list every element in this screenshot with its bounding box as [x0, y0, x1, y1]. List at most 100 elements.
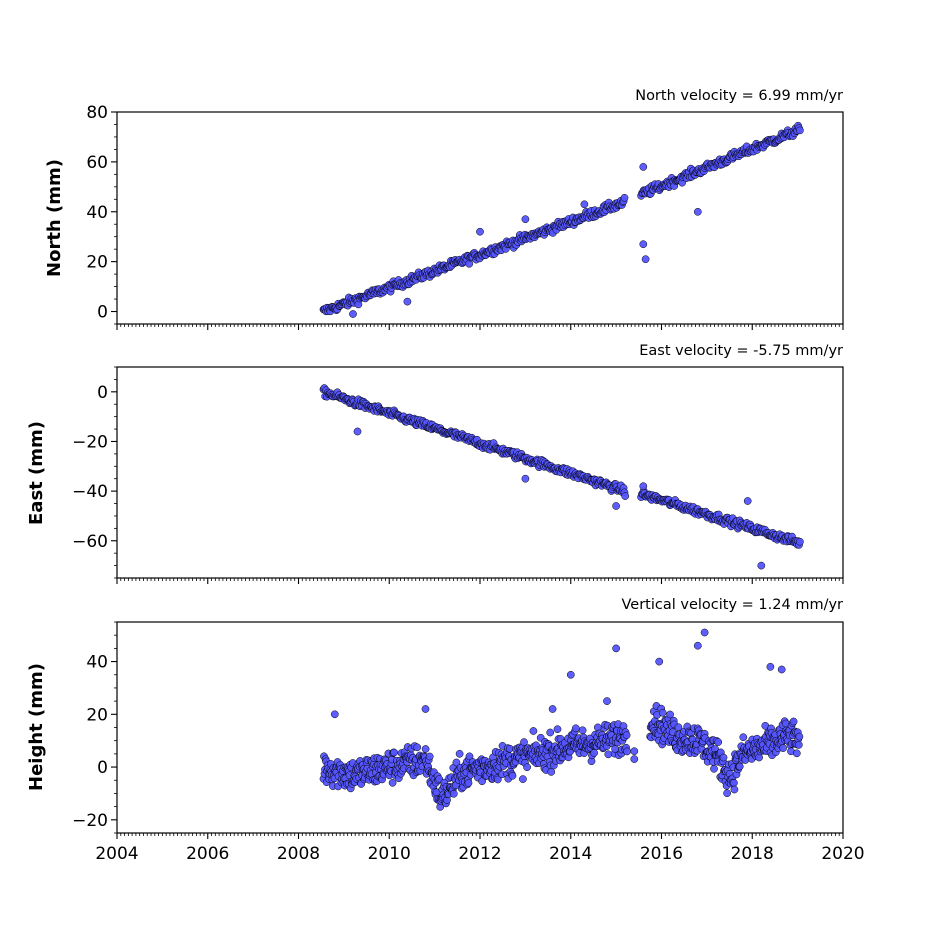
data-points	[319, 628, 804, 811]
data-point	[792, 749, 801, 758]
data-point	[508, 771, 517, 780]
data-point	[425, 752, 434, 761]
y-tick-label: 80	[86, 103, 108, 123]
data-point	[547, 768, 556, 776]
y-tick-label: −20	[72, 432, 108, 452]
data-point	[349, 310, 357, 318]
data-point	[743, 497, 752, 505]
data-point	[413, 743, 422, 752]
y-tick-label: 20	[86, 253, 108, 273]
data-point	[611, 745, 619, 753]
x-tick-label: 2016	[640, 844, 683, 864]
data-point	[571, 724, 580, 733]
data-point	[476, 227, 484, 236]
data-point	[639, 240, 648, 249]
data-point	[330, 710, 339, 719]
data-point	[639, 482, 648, 491]
data-point	[521, 474, 530, 483]
data-point	[578, 726, 587, 735]
data-point	[388, 778, 397, 787]
data-point	[353, 427, 362, 436]
data-point	[529, 727, 538, 735]
data-point	[789, 717, 798, 726]
data-point	[730, 785, 739, 794]
east-axis-label: East (mm)	[26, 421, 47, 525]
y-tick-label: 40	[86, 653, 108, 673]
north-panel: North velocity = 6.99 mm/yr 0 20 40 60 80 No…	[44, 88, 844, 330]
data-point	[777, 665, 786, 674]
data-point	[521, 215, 530, 224]
y-tick-label: −20	[72, 811, 108, 831]
data-point	[403, 297, 412, 306]
data-point	[464, 779, 473, 787]
vertical-velocity-title: Vertical velocity = 1.24 mm/yr	[622, 597, 844, 613]
data-point	[390, 748, 398, 757]
data-point	[693, 641, 702, 650]
data-point	[723, 789, 731, 798]
y-tick-label: 0	[97, 758, 108, 778]
data-points	[319, 121, 804, 318]
data-point	[658, 708, 667, 717]
data-point	[493, 775, 502, 784]
data-point	[719, 753, 728, 762]
data-point	[449, 789, 458, 798]
x-tick-label: 2006	[186, 844, 229, 864]
north-scatter-area	[319, 121, 804, 318]
height-panel: Vertical velocity = 1.24 mm/yr 2004 2006 2…	[26, 597, 865, 864]
north-axes: 0 20 40 60 80	[86, 103, 844, 330]
data-point	[548, 705, 557, 713]
x-tick-label: 2014	[549, 844, 592, 864]
data-point	[520, 738, 528, 746]
data-point	[655, 657, 664, 666]
x-tick-label: 2020	[821, 844, 864, 864]
y-tick-label: −60	[72, 532, 108, 552]
data-point	[735, 762, 744, 771]
data-point	[523, 763, 531, 772]
data-point	[700, 628, 709, 637]
data-point	[666, 710, 674, 719]
east-panel: East velocity = -5.75 mm/yr −60 −40 −20 0 E…	[26, 343, 844, 584]
data-point	[630, 755, 639, 763]
data-point	[620, 193, 629, 202]
x-tick-label: 2010	[368, 844, 411, 864]
data-point	[796, 537, 804, 546]
data-point	[641, 255, 650, 264]
data-point	[622, 731, 631, 740]
data-points	[319, 384, 804, 570]
data-point	[714, 738, 723, 746]
data-point	[553, 725, 562, 734]
data-point	[455, 749, 464, 758]
data-point	[757, 561, 766, 570]
data-point	[590, 749, 598, 757]
data-point	[794, 741, 803, 749]
east-axes: −60 −40 −20 0	[72, 366, 844, 584]
x-tick-label: 2018	[731, 844, 774, 864]
data-point	[779, 744, 787, 752]
data-point	[421, 705, 430, 713]
data-point	[603, 697, 611, 705]
data-point	[612, 644, 620, 653]
x-tick-label: 2012	[458, 844, 501, 864]
data-point	[546, 728, 555, 737]
x-tick-label: 2008	[277, 844, 320, 864]
x-tick-label: 2004	[95, 844, 138, 864]
data-point	[730, 779, 738, 787]
y-tick-label: 20	[86, 705, 108, 725]
height-axis-label: Height (mm)	[26, 663, 47, 791]
data-point	[639, 163, 648, 171]
data-point	[795, 732, 804, 741]
height-axes: 2004 2006 2008 2010 2012 2014 2016 2018 2020 −20 0…	[72, 621, 865, 864]
height-scatter-area	[319, 628, 804, 811]
north-velocity-title: North velocity = 6.99 mm/yr	[635, 88, 843, 104]
east-scatter-area	[319, 384, 804, 570]
data-point	[519, 775, 527, 783]
data-point	[710, 764, 718, 773]
data-point	[566, 670, 575, 679]
data-point	[421, 745, 430, 753]
data-point	[766, 662, 775, 671]
data-point	[623, 747, 631, 756]
data-point	[630, 747, 639, 756]
data-point	[739, 733, 748, 742]
